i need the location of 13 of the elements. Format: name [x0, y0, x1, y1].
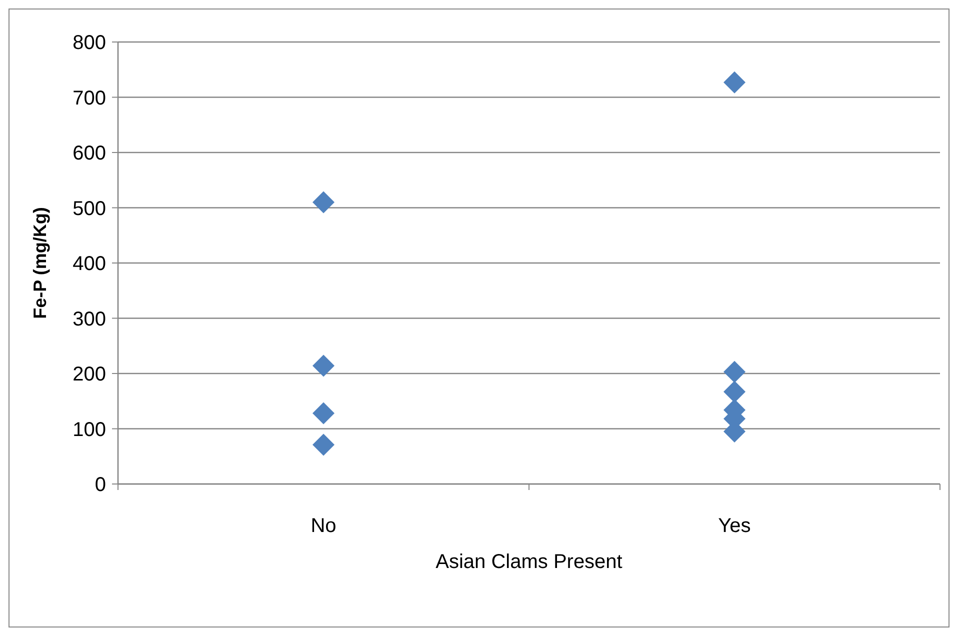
y-tick-label: 700 [72, 87, 106, 110]
x-tick-label: No [310, 515, 336, 537]
y-tick-label: 100 [72, 418, 106, 441]
y-tick-label: 200 [72, 364, 106, 386]
x-tick-label: Yes [718, 515, 751, 537]
y-tick-label: 400 [72, 253, 106, 275]
x-axis-title: Asian Clams Present [436, 551, 623, 573]
y-tick-label: 0 [94, 474, 106, 496]
y-tick-label: 500 [72, 198, 106, 220]
y-tick-label: 300 [72, 308, 106, 330]
y-tick-label: 800 [72, 32, 106, 54]
y-tick-label: 600 [72, 142, 106, 164]
y-axis-title: Fe-P (mg/Kg) [30, 207, 50, 319]
